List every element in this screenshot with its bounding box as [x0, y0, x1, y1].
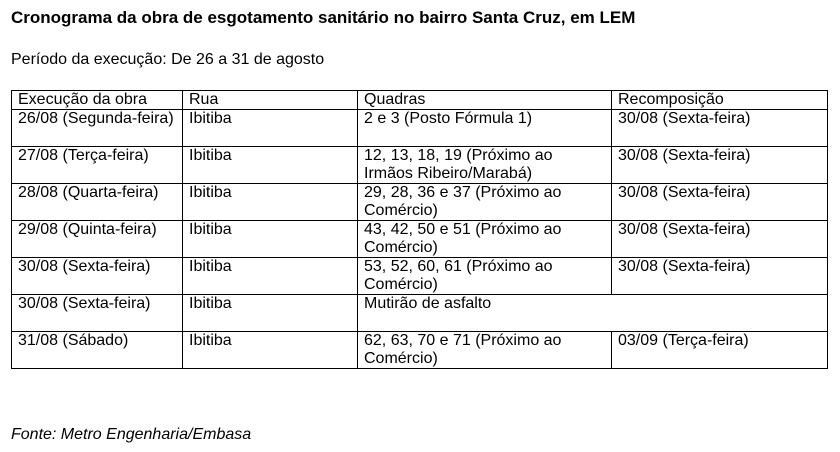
header-execucao: Execução da obra	[11, 90, 183, 110]
cell-execucao: 27/08 (Terça-feira)	[11, 146, 183, 184]
source-note: Fonte: Metro Engenharia/Embasa	[11, 426, 252, 443]
table-row: 30/08 (Sexta-feira) Ibitiba 53, 52, 60, …	[11, 257, 828, 295]
cell-recomposicao: 30/08 (Sexta-feira)	[611, 257, 828, 295]
table-row: 27/08 (Terça-feira) Ibitiba 12, 13, 18, …	[11, 146, 828, 184]
cell-recomposicao: 03/09 (Terça-feira)	[611, 331, 828, 369]
cell-quadras: 2 e 3 (Posto Fórmula 1)	[357, 109, 612, 147]
header-recomposicao: Recomposição	[611, 90, 828, 110]
table-header-row: Execução da obra Rua Quadras Recomposiçã…	[11, 90, 828, 110]
cell-rua: Ibitiba	[182, 220, 358, 258]
cell-quadras: 29, 28, 36 e 37 (Próximo ao Comércio)	[357, 183, 612, 221]
cell-recomposicao: 30/08 (Sexta-feira)	[611, 183, 828, 221]
cell-rua: Ibitiba	[182, 183, 358, 221]
document-title: Cronograma da obra de esgotamento sanitá…	[11, 8, 636, 27]
cell-execucao: 30/08 (Sexta-feira)	[11, 294, 183, 332]
cell-execucao: 30/08 (Sexta-feira)	[11, 257, 183, 295]
cell-execucao: 28/08 (Quarta-feira)	[11, 183, 183, 221]
cell-execucao: 26/08 (Segunda-feira)	[11, 109, 183, 147]
cell-rua: Ibitiba	[182, 294, 358, 332]
cell-rua: Ibitiba	[182, 109, 358, 147]
cell-rua: Ibitiba	[182, 146, 358, 184]
cell-execucao: 31/08 (Sábado)	[11, 331, 183, 369]
cell-recomposicao: 30/08 (Sexta-feira)	[611, 146, 828, 184]
schedule-table: Execução da obra Rua Quadras Recomposiçã…	[11, 90, 828, 369]
table-row: 31/08 (Sábado) Ibitiba 62, 63, 70 e 71 (…	[11, 331, 828, 369]
table-row: 26/08 (Segunda-feira) Ibitiba 2 e 3 (Pos…	[11, 109, 828, 147]
cell-rua: Ibitiba	[182, 257, 358, 295]
execution-period: Período da execução: De 26 a 31 de agost…	[11, 51, 325, 68]
cell-recomposicao: 30/08 (Sexta-feira)	[611, 220, 828, 258]
header-quadras: Quadras	[357, 90, 612, 110]
cell-rua: Ibitiba	[182, 331, 358, 369]
header-rua: Rua	[182, 90, 358, 110]
cell-merged-note: Mutirão de asfalto	[357, 294, 828, 332]
table-row: 30/08 (Sexta-feira) Ibitiba Mutirão de a…	[11, 294, 828, 332]
table-row: 28/08 (Quarta-feira) Ibitiba 29, 28, 36 …	[11, 183, 828, 221]
cell-quadras: 43, 42, 50 e 51 (Próximo ao Comércio)	[357, 220, 612, 258]
cell-quadras: 62, 63, 70 e 71 (Próximo ao Comércio)	[357, 331, 612, 369]
cell-execucao: 29/08 (Quinta-feira)	[11, 220, 183, 258]
table-row: 29/08 (Quinta-feira) Ibitiba 43, 42, 50 …	[11, 220, 828, 258]
cell-recomposicao: 30/08 (Sexta-feira)	[611, 109, 828, 147]
cell-quadras: 12, 13, 18, 19 (Próximo ao Irmãos Ribeir…	[357, 146, 612, 184]
cell-quadras: 53, 52, 60, 61 (Próximo ao Comércio)	[357, 257, 612, 295]
